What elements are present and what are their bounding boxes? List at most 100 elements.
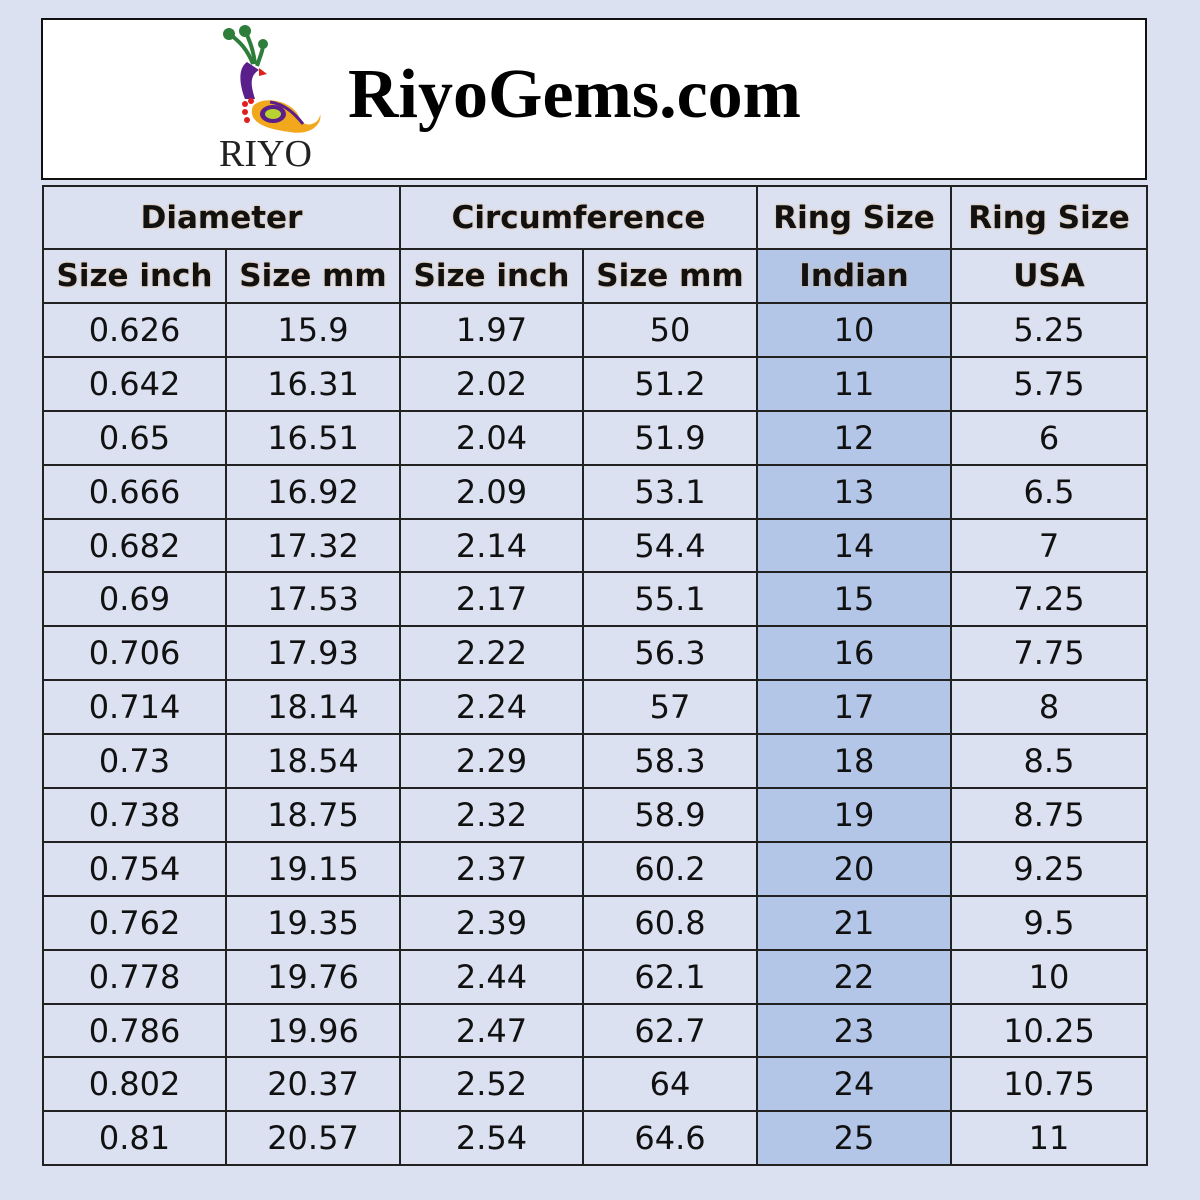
cell-circumference-mm: 62.1 [582, 948, 758, 1005]
table-row: 0.626 15.9 1.97 50 10 5.25 [42, 302, 1148, 358]
table-row: 0.73 18.54 2.29 58.3 18 8.5 [42, 733, 1148, 790]
cell-indian-size: 23 [756, 1002, 952, 1059]
cell-circumference-mm: 62.7 [582, 1002, 758, 1059]
table-row: 0.778 19.76 2.44 62.1 22 10 [42, 948, 1148, 1005]
cell-indian-size: 20 [756, 840, 952, 897]
cell-diameter-mm: 19.35 [225, 894, 401, 951]
cell-usa-size: 8.5 [950, 733, 1148, 790]
header-banner: RIYO RiyoGems.com [41, 18, 1147, 180]
table-row: 0.714 18.14 2.24 57 17 8 [42, 679, 1148, 736]
ring-size-table: Diameter Circumference Ring Size Ring Si… [42, 185, 1148, 1167]
cell-diameter-inch: 0.754 [42, 840, 227, 897]
cell-diameter-inch: 0.738 [42, 787, 227, 843]
table-row: 0.65 16.51 2.04 51.9 12 6 [42, 409, 1148, 466]
cell-diameter-mm: 16.31 [225, 355, 401, 412]
cell-indian-size: 24 [756, 1056, 952, 1113]
cell-circumference-mm: 64 [582, 1056, 758, 1113]
cell-diameter-mm: 20.37 [225, 1056, 401, 1113]
cell-usa-size: 8.75 [950, 787, 1148, 843]
table-row: 0.762 19.35 2.39 60.8 21 9.5 [42, 894, 1148, 951]
cell-diameter-mm: 17.93 [225, 625, 401, 682]
cell-circumference-mm: 51.9 [582, 409, 758, 466]
cell-indian-size: 18 [756, 733, 952, 790]
cell-circumference-inch: 2.02 [399, 355, 584, 412]
table-row: 0.786 19.96 2.47 62.7 23 10.25 [42, 1002, 1148, 1059]
cell-diameter-inch: 0.666 [42, 463, 227, 520]
cell-usa-size: 7.75 [950, 625, 1148, 682]
cell-usa-size: 7.25 [950, 571, 1148, 628]
cell-diameter-inch: 0.706 [42, 625, 227, 682]
cell-diameter-mm: 18.54 [225, 733, 401, 790]
cell-circumference-inch: 2.39 [399, 894, 584, 951]
cell-circumference-mm: 53.1 [582, 463, 758, 520]
cell-usa-size: 5.75 [950, 355, 1148, 412]
cell-circumference-inch: 2.47 [399, 1002, 584, 1059]
header-ring-size-usa: Ring Size [950, 185, 1148, 250]
cell-circumference-inch: 2.22 [399, 625, 584, 682]
cell-diameter-inch: 0.69 [42, 571, 227, 628]
cell-diameter-mm: 19.76 [225, 948, 401, 1005]
cell-indian-size: 11 [756, 355, 952, 412]
cell-indian-size: 10 [756, 302, 952, 358]
cell-circumference-inch: 2.17 [399, 571, 584, 628]
table-row: 0.706 17.93 2.22 56.3 16 7.75 [42, 625, 1148, 682]
cell-usa-size: 9.5 [950, 894, 1148, 951]
cell-diameter-mm: 19.15 [225, 840, 401, 897]
cell-diameter-mm: 15.9 [225, 302, 401, 358]
table-row: 0.682 17.32 2.14 54.4 14 7 [42, 517, 1148, 574]
cell-usa-size: 11 [950, 1110, 1148, 1167]
cell-diameter-mm: 16.51 [225, 409, 401, 466]
cell-circumference-inch: 2.44 [399, 948, 584, 1005]
cell-circumference-inch: 1.97 [399, 302, 584, 358]
cell-circumference-inch: 2.52 [399, 1056, 584, 1113]
cell-indian-size: 17 [756, 679, 952, 736]
cell-circumference-mm: 58.9 [582, 787, 758, 843]
logo-wordmark: RIYO [219, 133, 312, 175]
cell-usa-size: 6.5 [950, 463, 1148, 520]
cell-diameter-inch: 0.73 [42, 733, 227, 790]
table-row: 0.802 20.37 2.52 64 24 10.75 [42, 1056, 1148, 1113]
cell-indian-size: 12 [756, 409, 952, 466]
subheader-circumference-inch: Size inch [399, 248, 584, 304]
cell-usa-size: 10.75 [950, 1056, 1148, 1113]
cell-circumference-inch: 2.04 [399, 409, 584, 466]
cell-circumference-mm: 64.6 [582, 1110, 758, 1167]
cell-diameter-mm: 20.57 [225, 1110, 401, 1167]
cell-diameter-inch: 0.65 [42, 409, 227, 466]
table-body: 0.626 15.9 1.97 50 10 5.25 0.642 16.31 2.02 51.2 1… [42, 302, 1148, 1167]
subheader-indian: Indian [756, 248, 952, 304]
header-ring-size-indian: Ring Size [756, 185, 952, 250]
cell-indian-size: 15 [756, 571, 952, 628]
cell-diameter-inch: 0.642 [42, 355, 227, 412]
cell-indian-size: 22 [756, 948, 952, 1005]
cell-diameter-inch: 0.714 [42, 679, 227, 736]
cell-indian-size: 13 [756, 463, 952, 520]
cell-diameter-mm: 16.92 [225, 463, 401, 520]
cell-diameter-mm: 18.75 [225, 787, 401, 843]
cell-diameter-inch: 0.778 [42, 948, 227, 1005]
cell-usa-size: 8 [950, 679, 1148, 736]
subheader-diameter-inch: Size inch [42, 248, 227, 304]
cell-indian-size: 14 [756, 517, 952, 574]
cell-circumference-mm: 58.3 [582, 733, 758, 790]
cell-indian-size: 19 [756, 787, 952, 843]
cell-usa-size: 5.25 [950, 302, 1148, 358]
cell-usa-size: 10 [950, 948, 1148, 1005]
cell-diameter-mm: 17.53 [225, 571, 401, 628]
cell-circumference-mm: 60.8 [582, 894, 758, 951]
cell-usa-size: 7 [950, 517, 1148, 574]
table-row: 0.81 20.57 2.54 64.6 25 11 [42, 1110, 1148, 1167]
cell-diameter-mm: 19.96 [225, 1002, 401, 1059]
peacock-logo-icon [223, 25, 321, 133]
cell-circumference-inch: 2.32 [399, 787, 584, 843]
subheader-usa: USA [950, 248, 1148, 304]
cell-usa-size: 9.25 [950, 840, 1148, 897]
table-row: 0.69 17.53 2.17 55.1 15 7.25 [42, 571, 1148, 628]
table-row: 0.754 19.15 2.37 60.2 20 9.25 [42, 840, 1148, 897]
cell-circumference-inch: 2.54 [399, 1110, 584, 1167]
cell-usa-size: 10.25 [950, 1002, 1148, 1059]
table-row: 0.642 16.31 2.02 51.2 11 5.75 [42, 355, 1148, 412]
cell-indian-size: 16 [756, 625, 952, 682]
cell-circumference-mm: 60.2 [582, 840, 758, 897]
cell-diameter-inch: 0.682 [42, 517, 227, 574]
